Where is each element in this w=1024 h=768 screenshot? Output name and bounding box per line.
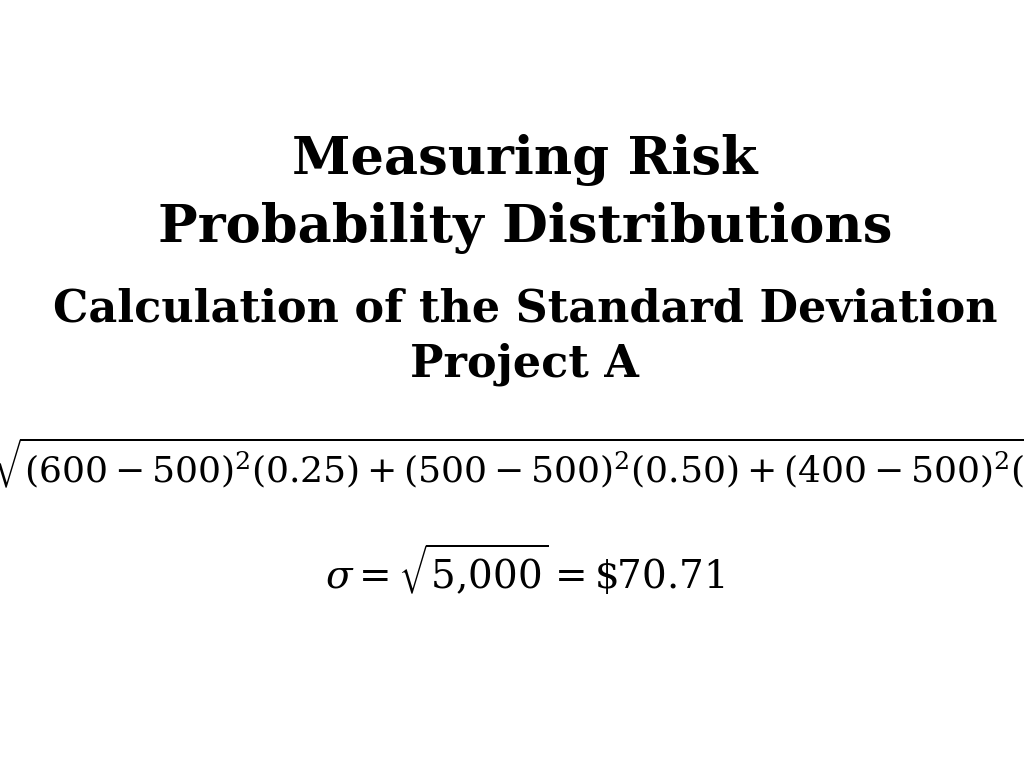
Text: $\sigma = \sqrt{5{,}000} = \$70.71$: $\sigma = \sqrt{5{,}000} = \$70.71$ <box>325 541 725 597</box>
Text: $\sigma = \sqrt{(600-500)^{2}(0.25)+(500-500)^{2}(0.50)+(400-500)^{2}(0.25)}$: $\sigma = \sqrt{(600-500)^{2}(0.25)+(500… <box>0 435 1024 490</box>
Text: Calculation of the Standard Deviation
Project A: Calculation of the Standard Deviation Pr… <box>52 287 997 386</box>
Text: Measuring Risk
Probability Distributions: Measuring Risk Probability Distributions <box>158 134 892 253</box>
